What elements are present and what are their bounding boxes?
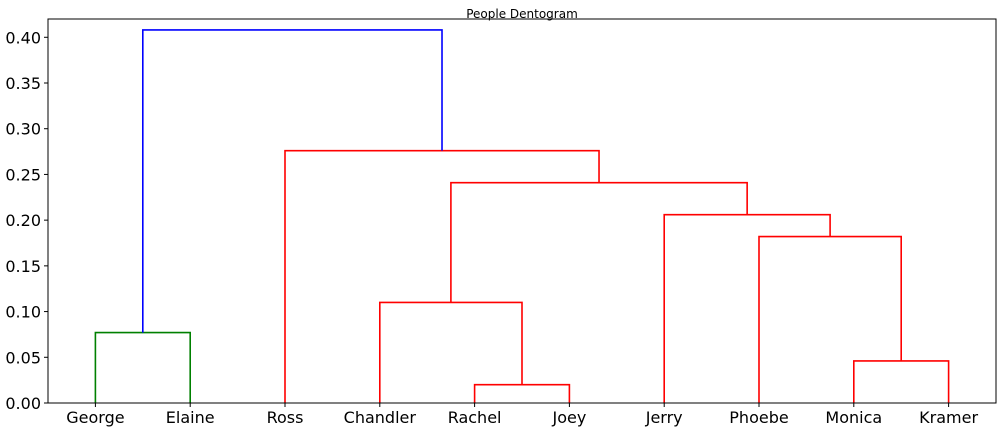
dendrogram-links bbox=[94, 29, 950, 403]
x-axis: George Elaine Ross Chandler Rachel Joey Jerry P… bbox=[66, 403, 978, 427]
chart-title: People Dentogram bbox=[466, 7, 578, 21]
y-tick-label: 0.30 bbox=[5, 120, 41, 139]
plot-frame bbox=[47, 18, 997, 404]
dendrogram-link-m4 bbox=[379, 301, 523, 403]
x-tick-label: Chandler bbox=[344, 408, 417, 427]
y-tick-label: 0.35 bbox=[5, 74, 41, 93]
dendrogram-link-m2 bbox=[853, 360, 950, 403]
x-tick-label: Phoebe bbox=[729, 408, 788, 427]
y-tick-label: 0.00 bbox=[5, 394, 41, 413]
x-tick-label: Joey bbox=[551, 408, 586, 427]
x-tick-label: Monica bbox=[825, 408, 882, 427]
x-tick-label: Kramer bbox=[919, 408, 978, 427]
dendrogram-link-m1 bbox=[473, 383, 571, 403]
dendrogram-link-m3 bbox=[94, 331, 191, 403]
y-tick-label: 0.25 bbox=[5, 165, 41, 184]
y-axis: 0.00 0.05 0.10 0.15 0.20 0.25 0.30 0.35 0.40 bbox=[5, 28, 48, 413]
x-tick-label: Rachel bbox=[448, 408, 502, 427]
x-tick-label: Elaine bbox=[166, 408, 215, 427]
dendrogram-link-m8 bbox=[284, 149, 600, 403]
dendrogram-link-m5 bbox=[758, 235, 902, 403]
x-tick-label: George bbox=[66, 408, 124, 427]
y-tick-label: 0.05 bbox=[5, 348, 41, 367]
dendrogram-link-m9 bbox=[142, 29, 443, 333]
x-tick-label: Ross bbox=[267, 408, 304, 427]
dendrogram-link-m7 bbox=[450, 181, 748, 303]
y-tick-label: 0.15 bbox=[5, 257, 41, 276]
y-tick-label: 0.20 bbox=[5, 211, 41, 230]
x-tick-label: Jerry bbox=[645, 408, 683, 427]
y-tick-label: 0.10 bbox=[5, 303, 41, 322]
dendrogram-link-m6 bbox=[663, 213, 831, 403]
y-tick-label: 0.40 bbox=[5, 28, 41, 47]
